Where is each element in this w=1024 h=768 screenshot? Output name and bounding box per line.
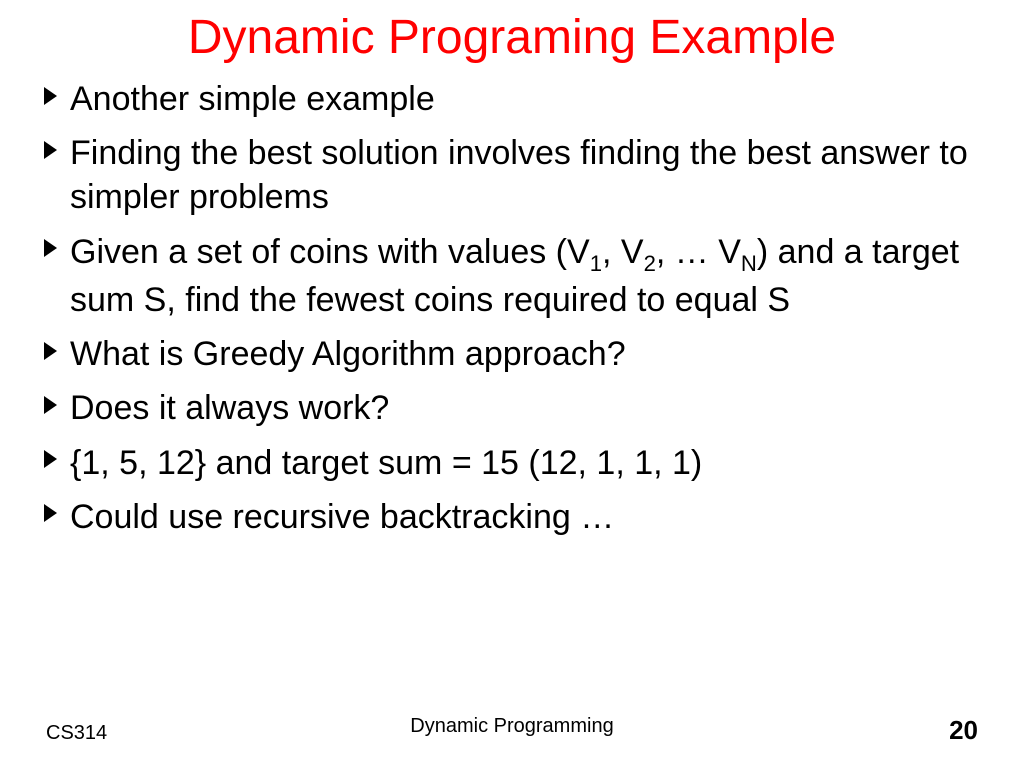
slide-title: Dynamic Programing Example <box>30 10 994 65</box>
bullet-list: Another simple example Finding the best s… <box>30 77 994 539</box>
bullet-item: Does it always work? <box>44 386 994 430</box>
bullet-item: Could use recursive backtracking … <box>44 495 994 539</box>
footer-page-number: 20 <box>949 715 978 746</box>
bullet-item: What is Greedy Algorithm approach? <box>44 332 994 376</box>
bullet-item: {1, 5, 12} and target sum = 15 (12, 1, 1… <box>44 441 994 485</box>
slide: Dynamic Programing Example Another simpl… <box>0 0 1024 768</box>
bullet-item: Finding the best solution involves findi… <box>44 131 994 219</box>
bullet-item: Another simple example <box>44 77 994 121</box>
bullet-item: Given a set of coins with values (V1, V2… <box>44 230 994 323</box>
footer-topic: Dynamic Programming <box>410 715 613 738</box>
footer: CS314 Dynamic Programming 20 <box>0 715 1024 746</box>
footer-course: CS314 <box>46 722 107 745</box>
